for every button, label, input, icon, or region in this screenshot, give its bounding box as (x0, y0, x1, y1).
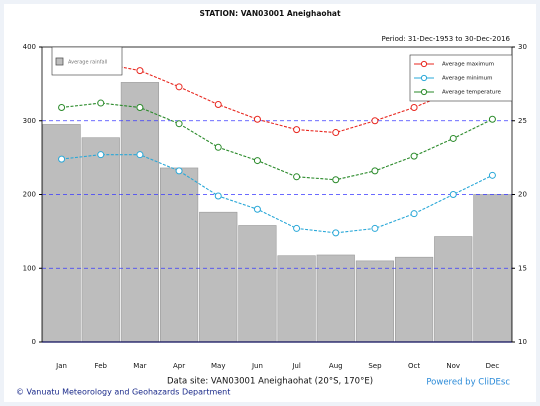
y-tick-label: 300 (23, 117, 36, 125)
line-point (253, 157, 261, 165)
bar (316, 254, 355, 343)
legend-label: Average rainfall (68, 60, 107, 66)
line-point (371, 117, 379, 125)
line-point (214, 101, 222, 109)
line-point (488, 115, 496, 123)
legend-box (51, 46, 123, 76)
y2-tick-label: 30 (518, 43, 527, 51)
legend-label: Average maximum (442, 62, 494, 68)
y2-tick-label: 15 (518, 264, 527, 272)
line-point (136, 103, 144, 111)
x-tick-label: May (211, 362, 225, 370)
line-point (58, 155, 66, 163)
footer-left: © Vanuatu Meteorology and Geohazards Dep… (16, 388, 230, 397)
x-tick-label: Oct (408, 362, 420, 370)
bar (355, 260, 395, 343)
line-point (332, 129, 340, 137)
line (61, 154, 493, 234)
bar (120, 82, 160, 343)
line-point (371, 167, 379, 175)
x-tick-label: Jun (251, 362, 263, 370)
x-tick-label: Sep (368, 362, 382, 370)
y2-tick-label: 10 (518, 338, 527, 346)
line-point (371, 224, 379, 232)
line-point (214, 192, 222, 200)
line-point (175, 120, 183, 128)
y-tick-label: 400 (23, 43, 36, 51)
line (61, 62, 493, 134)
bar (159, 167, 199, 343)
line-point (97, 99, 105, 107)
plot-frame (41, 46, 513, 343)
y-tick-label: 200 (23, 191, 36, 199)
x-tick-label: Feb (95, 362, 108, 370)
footer-right: Powered by CliDEsc (426, 378, 510, 388)
bar (394, 256, 434, 343)
legend-swatch (55, 57, 64, 66)
bar (81, 137, 120, 343)
legend-marker (420, 88, 428, 96)
bar (199, 211, 238, 343)
legend-label: Average temperature (442, 90, 502, 96)
line-point (449, 134, 457, 142)
legend-label: Average minimum (442, 76, 492, 82)
y2-tick-label: 25 (518, 117, 527, 125)
legend-marker (420, 60, 428, 68)
line-point (58, 103, 66, 111)
line (61, 102, 493, 181)
line-point (410, 103, 418, 111)
y-tick-label: 0 (32, 338, 36, 346)
bar (277, 255, 316, 343)
line-point (332, 176, 340, 184)
line-point (175, 83, 183, 91)
line-point (253, 205, 261, 213)
y-tick-label: 100 (23, 264, 36, 272)
line-point (488, 171, 496, 179)
bar (434, 236, 473, 343)
x-tick-label: Jan (55, 362, 67, 370)
bar (238, 225, 277, 343)
x-tick-label: Apr (173, 362, 185, 370)
line-point (410, 210, 418, 218)
line-point (293, 224, 301, 232)
line-point (136, 67, 144, 75)
line-point (97, 151, 105, 159)
chart-title: STATION: VAN03001 Aneighaohat (199, 9, 341, 18)
line-point (214, 143, 222, 151)
legend-marker (420, 74, 428, 82)
x-axis-label: Data site: VAN03001 Aneighaohat (20°S, 1… (167, 377, 373, 387)
line-point (332, 229, 340, 237)
line-point (449, 191, 457, 198)
line-point (293, 126, 301, 134)
x-tick-label: Mar (133, 362, 146, 370)
line-point (293, 173, 301, 181)
x-tick-label: Dec (486, 362, 500, 370)
chart-subtitle: Period: 31-Dec-1953 to 30-Dec-2016 (381, 35, 510, 43)
x-tick-label: Aug (329, 362, 343, 370)
line-point (136, 151, 144, 159)
line-point (410, 152, 418, 160)
x-tick-label: Jul (291, 362, 301, 370)
x-tick-label: Nov (446, 362, 460, 370)
y2-tick-label: 20 (518, 191, 527, 199)
line-point (253, 115, 261, 123)
line-point (175, 167, 183, 175)
